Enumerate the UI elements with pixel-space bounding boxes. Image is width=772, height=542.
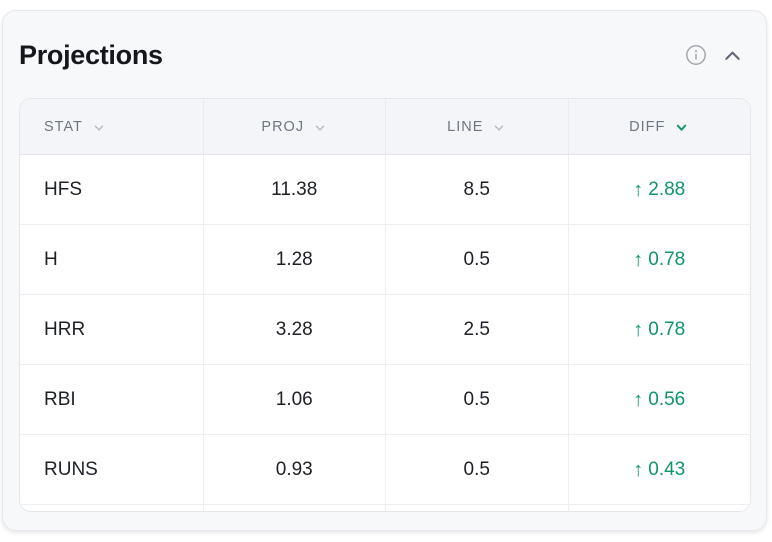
info-icon[interactable] bbox=[685, 44, 707, 66]
stat-cell: HRR bbox=[44, 318, 86, 340]
proj-cell: 1.06 bbox=[202, 365, 386, 434]
card-header: Projections bbox=[3, 11, 766, 75]
projections-table: STAT PROJ LINE DIFF bbox=[19, 98, 751, 512]
line-cell: 0.5 bbox=[385, 365, 568, 434]
stat-cell: H bbox=[44, 248, 58, 270]
table-row[interactable]: RBI 1.06 0.5 ↑ 0.56 bbox=[20, 365, 750, 435]
proj-cell: 0.93 bbox=[202, 435, 386, 504]
table-row[interactable]: HFS 11.38 8.5 ↑ 2.88 bbox=[20, 155, 750, 225]
diff-cell: ↑ 0.43 bbox=[567, 435, 751, 504]
chevron-down-icon-active bbox=[677, 124, 687, 131]
table-row[interactable]: RUNS 0.93 0.5 ↑ 0.43 bbox=[20, 435, 750, 505]
card-header-icons bbox=[685, 44, 750, 67]
chevron-down-icon bbox=[94, 125, 104, 131]
page-title: Projections bbox=[19, 39, 163, 70]
proj-cell: 11.38 bbox=[202, 155, 386, 224]
proj-cell: 3.28 bbox=[202, 295, 386, 364]
table-row[interactable]: HRR 3.28 2.5 ↑ 0.78 bbox=[20, 295, 750, 365]
diff-value: 0.78 bbox=[648, 318, 686, 340]
chevron-down-icon bbox=[495, 125, 504, 131]
diff-cell: ↑ 0.56 bbox=[567, 365, 751, 434]
column-label: LINE bbox=[447, 118, 484, 135]
arrow-up-icon: ↑ bbox=[633, 388, 644, 411]
diff-cell: ↑ 0.78 bbox=[567, 295, 751, 364]
table-row[interactable]: H 1.28 0.5 ↑ 0.78 bbox=[20, 225, 750, 295]
projections-card: Projections STAT bbox=[2, 10, 767, 531]
chevron-down-icon bbox=[315, 125, 325, 131]
partial-row bbox=[20, 505, 750, 511]
stat-cell: HFS bbox=[44, 178, 82, 200]
line-cell: 0.5 bbox=[385, 225, 568, 294]
column-label: DIFF bbox=[629, 118, 666, 135]
diff-value: 0.43 bbox=[648, 458, 686, 480]
arrow-up-icon: ↑ bbox=[633, 318, 644, 341]
diff-cell: ↑ 0.78 bbox=[567, 225, 751, 294]
arrow-up-icon: ↑ bbox=[633, 458, 644, 481]
diff-value: 0.56 bbox=[648, 388, 686, 410]
column-label: STAT bbox=[44, 118, 83, 135]
column-header-line[interactable]: LINE bbox=[385, 99, 568, 154]
column-label: PROJ bbox=[261, 118, 305, 135]
diff-cell: ↑ 2.88 bbox=[567, 155, 751, 224]
line-cell: 8.5 bbox=[385, 155, 568, 224]
arrow-up-icon: ↑ bbox=[633, 248, 644, 271]
chevron-up-icon[interactable] bbox=[721, 44, 744, 67]
diff-value: 0.78 bbox=[648, 248, 686, 270]
table-header-row: STAT PROJ LINE DIFF bbox=[20, 99, 750, 155]
column-header-stat[interactable]: STAT bbox=[20, 99, 203, 154]
table-body: HFS 11.38 8.5 ↑ 2.88 H 1.28 0.5 ↑ 0.78 bbox=[20, 155, 750, 511]
arrow-up-icon: ↑ bbox=[633, 178, 644, 201]
column-header-diff[interactable]: DIFF bbox=[567, 99, 751, 154]
proj-cell: 1.28 bbox=[202, 225, 386, 294]
column-header-proj[interactable]: PROJ bbox=[202, 99, 386, 154]
line-cell: 2.5 bbox=[385, 295, 568, 364]
diff-value: 2.88 bbox=[648, 178, 686, 200]
stat-cell: RBI bbox=[44, 388, 76, 410]
stat-cell: RUNS bbox=[44, 458, 98, 480]
line-cell: 0.5 bbox=[385, 435, 568, 504]
